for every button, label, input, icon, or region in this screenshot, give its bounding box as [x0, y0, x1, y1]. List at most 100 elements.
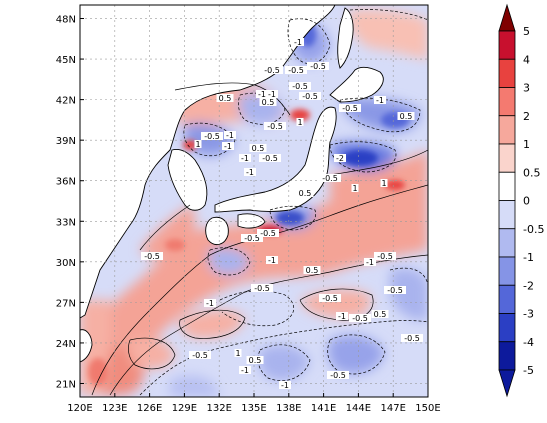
land-masses: [80, 5, 384, 363]
cool-anomaly-region: [390, 268, 428, 321]
lon-tick-label: 135E: [241, 403, 266, 414]
contour-label-bg: [244, 168, 256, 176]
contour-label-bg: [201, 132, 223, 140]
contour-label: 0.5: [249, 356, 262, 365]
contour-label: -1: [338, 312, 346, 321]
contour-line: [389, 267, 428, 286]
contour-label: 0.5: [374, 310, 387, 319]
contour-label-bg: [339, 104, 361, 112]
colorbar-label: -0.5: [523, 223, 544, 236]
contour-label: -1: [268, 90, 276, 99]
lon-tick-label: 144E: [346, 403, 371, 414]
contour-label: 1: [381, 179, 386, 188]
colorbar-segment: [498, 87, 516, 117]
contour-label: -1: [258, 90, 266, 99]
lon-tick-label: 120E: [67, 403, 92, 414]
contour-label: -0.5: [192, 351, 208, 360]
colorbar-extend-max: [498, 3, 516, 32]
contour-label: -0.5: [330, 371, 346, 380]
warm-core: [385, 180, 405, 190]
contour-label-bg: [327, 371, 349, 379]
contour-label: -0.5: [264, 66, 280, 75]
contour-line: [287, 18, 331, 65]
contour-label-bg: [380, 179, 388, 187]
colorbar-segment: [498, 58, 516, 88]
contour-label-bg: [349, 314, 371, 322]
contour-label-bg: [319, 294, 341, 302]
contour-label-bg: [224, 131, 236, 139]
warm-core: [88, 358, 108, 386]
kyushu-island: [205, 216, 229, 246]
latitude-axis: 21N 24N 27N 30N 33N 36N 39N 42N 45N 48N: [56, 15, 84, 390]
colorbar-segment: [498, 341, 516, 371]
contour-label: 1: [297, 118, 302, 127]
contour-label-bg: [189, 351, 211, 359]
contour-label: -1: [241, 366, 249, 375]
contour-label-bg: [141, 252, 163, 260]
cool-core: [276, 211, 304, 225]
contour-labels: -1-0.5 -0.5 -0.5-10.5 -1-0.5-0.50.5-1-0.5 1-…: [141, 38, 423, 390]
contour-label: 1: [195, 140, 200, 149]
contour-label-bg: [204, 299, 216, 307]
contour-label-bg: [292, 38, 304, 46]
contour-line: [174, 82, 291, 116]
colorbar-segment: [498, 171, 516, 201]
cool-anomaly-region: [170, 375, 218, 397]
contour-label: -0.5: [377, 252, 393, 261]
map-plot-area: -1-0.5 -0.5 -0.5-10.5 -1-0.5-0.50.5-1-0.5 1-…: [80, 5, 428, 397]
lon-tick-label: 147E: [380, 403, 405, 414]
contour-label: -0.5: [302, 92, 318, 101]
lat-tick-label: 39N: [56, 136, 76, 147]
lon-tick-label: 129E: [172, 403, 197, 414]
contour-line: [339, 97, 421, 133]
contour-label: -1: [224, 142, 232, 151]
contour-label-bg: [234, 349, 242, 357]
lat-tick-label: 48N: [56, 15, 76, 26]
contour-line: [91, 184, 428, 396]
contour-label: -1: [226, 131, 234, 140]
colorbar: 5 4 3 2 1 0.5 0 -0.5 -1 -2 -3 -4 -5: [498, 3, 544, 398]
colorbar-label: 4: [523, 53, 530, 66]
contour-label-bg: [222, 142, 234, 150]
warm-anomaly-region: [179, 310, 245, 339]
lat-tick-label: 42N: [56, 96, 76, 107]
contour-label-bg: [259, 154, 281, 162]
contour-label-bg: [397, 112, 415, 120]
lat-tick-label: 33N: [56, 217, 76, 228]
contour-label: -0.5: [322, 294, 338, 303]
lon-tick-label: 141E: [311, 403, 336, 414]
contour-label: -0.5: [404, 334, 420, 343]
contour-label: -0.5: [387, 286, 403, 295]
contour-label-bg: [246, 356, 264, 364]
colorbar-segment: [498, 30, 516, 60]
colorbar-label: -5: [523, 364, 534, 377]
contour-label-bg: [249, 144, 267, 152]
contour-line: [299, 288, 374, 321]
contour-label: -1: [281, 381, 289, 390]
contour-label-bg: [299, 92, 321, 100]
colorbar-label: 3: [523, 82, 530, 95]
contour-label: 1: [235, 349, 240, 358]
cool-anomaly-region: [207, 247, 250, 275]
cool-core: [342, 150, 378, 166]
contour-line: [207, 247, 251, 276]
contour-label-bg: [371, 310, 389, 318]
taiwan-island: [80, 329, 93, 363]
lat-tick-label: 21N: [56, 379, 76, 390]
colorbar-segment: [498, 256, 516, 286]
contour-label: -0.5: [267, 122, 283, 131]
colorbar-segment: [498, 313, 516, 343]
contour-label-bg: [296, 189, 314, 197]
colorbar-label: 5: [523, 25, 530, 38]
contour-label-bg: [303, 266, 321, 274]
contour-label-bg: [285, 66, 307, 74]
colorbar-segment: [498, 284, 516, 314]
contour-label: 0.5: [400, 112, 413, 121]
honshu-island: [214, 106, 337, 213]
contour-label-bg: [241, 234, 263, 242]
contour-label-bg: [384, 286, 406, 294]
contour-label-bg: [261, 66, 283, 74]
contour-label-bg: [336, 312, 348, 320]
contour-label-bg: [296, 118, 304, 126]
